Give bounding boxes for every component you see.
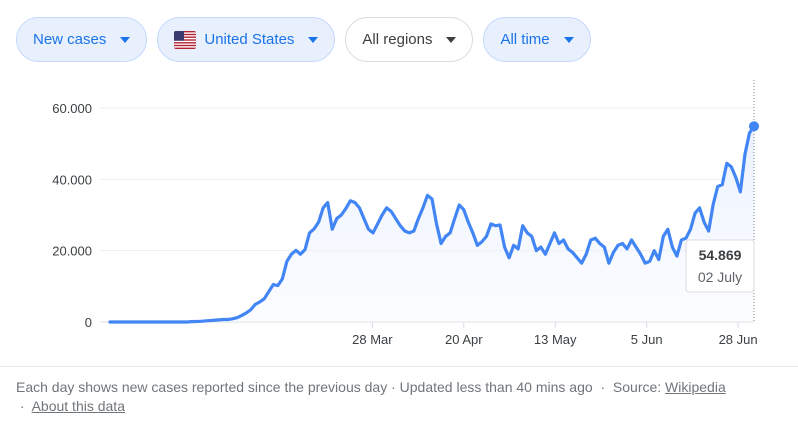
new-cases-chart[interactable]: 0 20.000 40.000 60.000 28 Mar 20 Apr 13 May 5 J… [0, 70, 798, 360]
hover-point [749, 121, 759, 132]
y-tick-label: 0 [85, 315, 92, 330]
x-tick-label: 20 Apr [445, 332, 483, 347]
chevron-down-icon [563, 36, 574, 43]
filter-bar: New cases United States All regions All … [16, 17, 591, 62]
tooltip-value: 54.869 [699, 247, 742, 263]
wikipedia-link[interactable]: Wikipedia [665, 379, 726, 395]
new-cases-line [108, 124, 756, 324]
x-tick-label: 13 May [534, 332, 577, 347]
x-tick-label: 5 Jun [631, 332, 663, 347]
chart-footer: Each day shows new cases reported since … [16, 378, 788, 416]
divider [0, 366, 798, 367]
period-dropdown-label: All time [500, 31, 550, 48]
y-tick-label: 40.000 [52, 172, 92, 187]
footer-separator: · [19, 398, 25, 414]
country-dropdown[interactable]: United States [157, 17, 336, 62]
footer-separator: · [600, 379, 606, 395]
y-tick-label: 60.000 [52, 101, 92, 116]
chevron-down-icon [120, 36, 131, 43]
footer-note: Each day shows new cases reported since … [16, 379, 593, 395]
us-flag-icon [174, 30, 197, 49]
region-dropdown-label: All regions [362, 31, 433, 48]
area-fill [110, 126, 754, 322]
about-data-link[interactable]: About this data [31, 398, 125, 414]
chevron-down-icon [308, 36, 319, 43]
metric-dropdown-label: New cases [33, 31, 107, 48]
y-tick-label: 20.000 [52, 244, 92, 259]
x-tick-label: 28 Jun [719, 332, 758, 347]
region-dropdown[interactable]: All regions [345, 17, 474, 62]
tooltip-date: 02 July [698, 269, 742, 285]
x-tick-label: 28 Mar [352, 332, 393, 347]
tooltip [685, 239, 755, 293]
country-dropdown-label: United States [204, 31, 295, 48]
period-dropdown[interactable]: All time [483, 17, 591, 62]
source-label: Source: [612, 379, 662, 395]
metric-dropdown[interactable]: New cases [16, 17, 148, 62]
chevron-down-icon [446, 36, 457, 43]
